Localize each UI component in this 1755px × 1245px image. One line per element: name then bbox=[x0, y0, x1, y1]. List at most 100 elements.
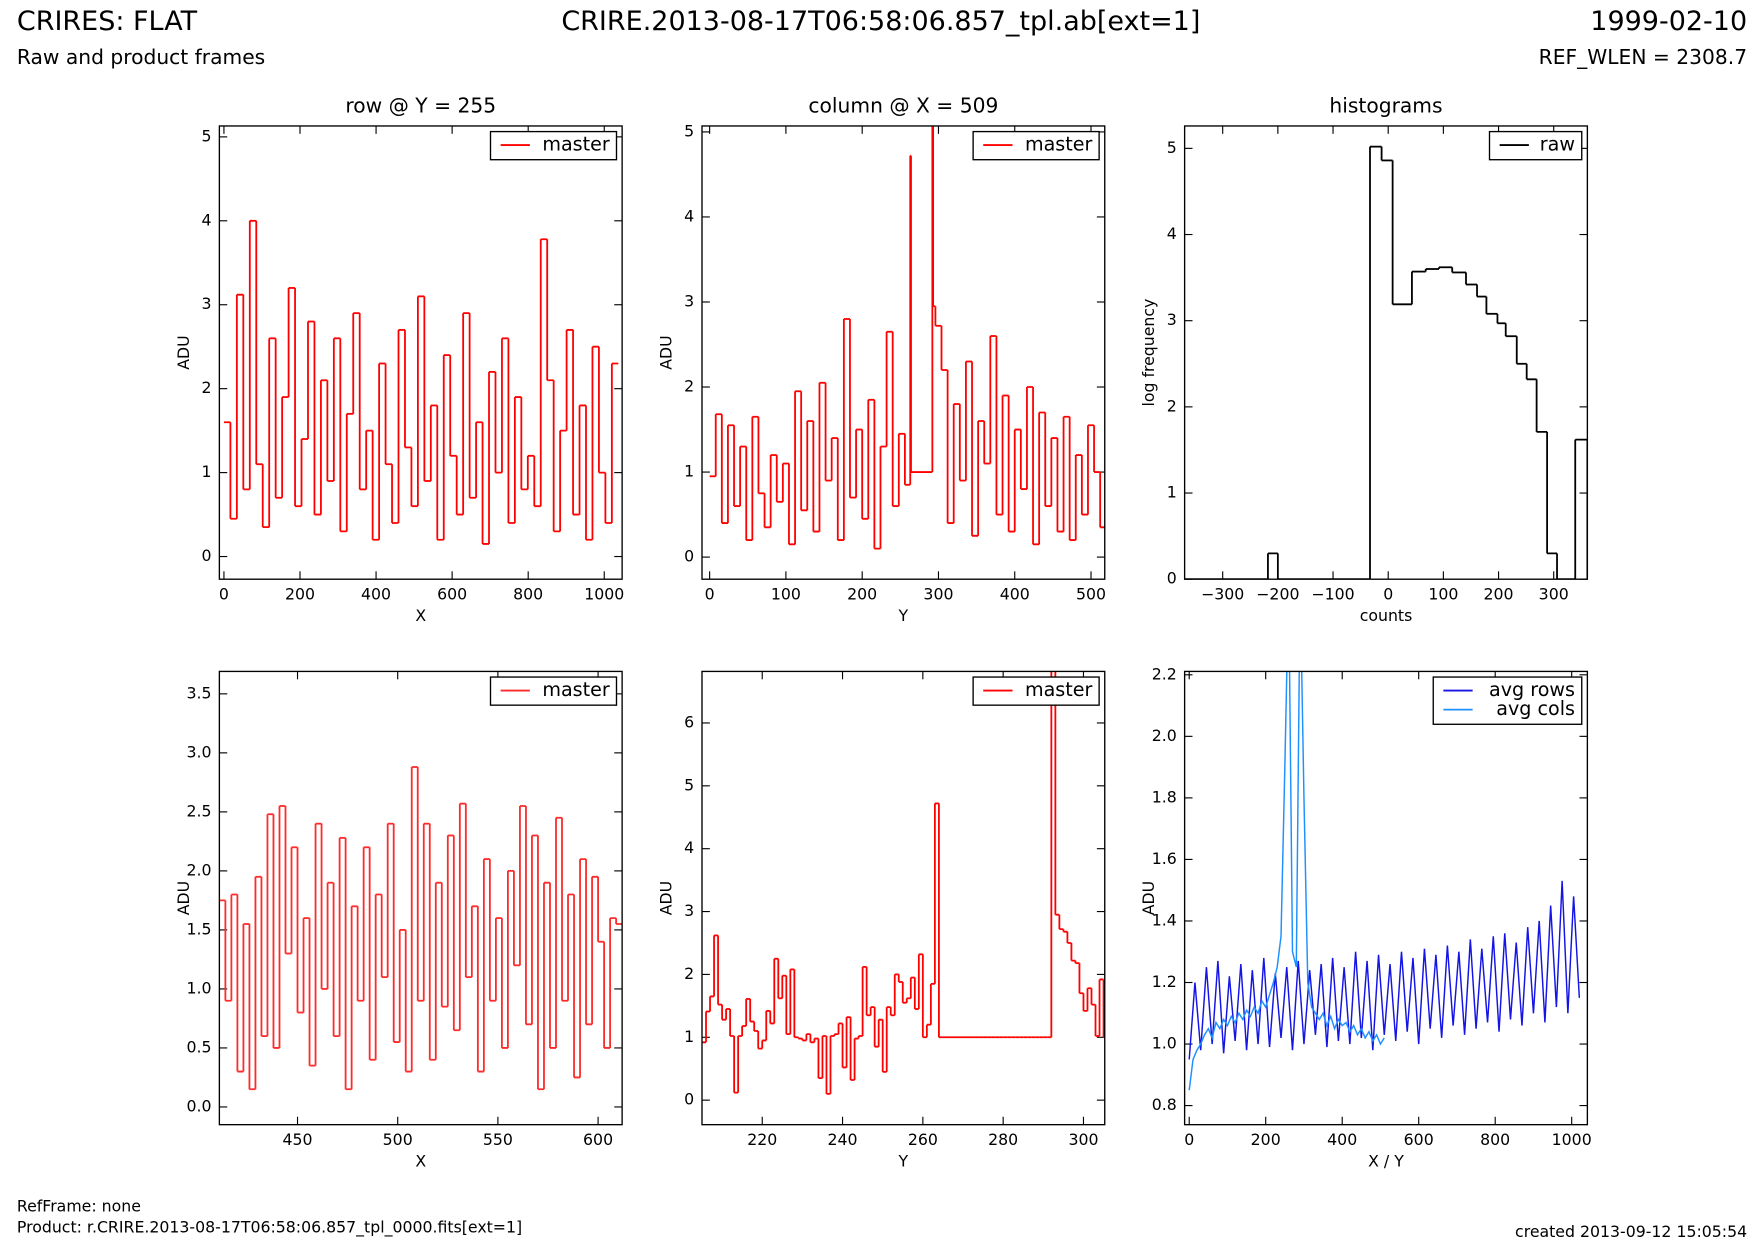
y-tick-label: 4 bbox=[201, 210, 211, 229]
y-tick-label: 3 bbox=[684, 901, 694, 920]
x-tick-label: 600 bbox=[437, 584, 467, 603]
y-tick-label: 0 bbox=[684, 547, 694, 566]
x-tick-label: −100 bbox=[1311, 584, 1354, 603]
y-tick-label: 2.5 bbox=[186, 801, 211, 820]
x-tick-label: 200 bbox=[847, 584, 877, 603]
x-tick-label: 450 bbox=[282, 1130, 312, 1149]
plot-area bbox=[223, 219, 619, 545]
x-axis-label: X bbox=[415, 606, 426, 625]
y-tick-label: 3 bbox=[684, 291, 694, 310]
line bbox=[1188, 671, 1385, 1091]
created: created 2013-09-12 15:05:54 bbox=[1515, 1222, 1747, 1241]
legend-label: master bbox=[542, 133, 610, 156]
file-name: CRIRE.2013-08-17T06:58:06.857_tpl.ab[ext… bbox=[561, 6, 1200, 37]
x-axis-label: X bbox=[415, 1151, 426, 1170]
y-tick-label: 2 bbox=[684, 964, 694, 983]
legend-label: master bbox=[1025, 678, 1093, 701]
y-tick-label: 3.5 bbox=[186, 683, 211, 702]
y-tick-label: 2.0 bbox=[186, 860, 211, 879]
x-tick-label: 400 bbox=[361, 584, 391, 603]
legend-label: raw bbox=[1540, 133, 1575, 156]
y-tick-label: 4 bbox=[684, 838, 694, 857]
page-subtitle: Raw and product frames bbox=[17, 45, 265, 69]
y-tick-label: 2 bbox=[1167, 396, 1177, 415]
legend-label: avg rows bbox=[1489, 678, 1575, 701]
y-tick-label: 0.5 bbox=[186, 1037, 211, 1056]
x-tick-label: 1000 bbox=[1552, 1130, 1592, 1149]
y-tick-label: 0 bbox=[684, 1090, 694, 1109]
y-tick-label: 0 bbox=[1167, 569, 1177, 588]
plot-area bbox=[702, 671, 1105, 1095]
legend-label: master bbox=[1025, 133, 1093, 156]
panel: histograms counts log frequency −300 −200 −10… bbox=[1139, 93, 1589, 625]
y-tick-label: 2 bbox=[201, 378, 211, 397]
date: 1999-02-10 bbox=[1590, 6, 1747, 37]
y-tick-label: 4 bbox=[684, 206, 694, 225]
y-axis-label: ADU bbox=[174, 881, 193, 915]
x-tick-label: 200 bbox=[285, 584, 315, 603]
y-tick-label: 5 bbox=[684, 121, 694, 140]
y-tick-label: 2 bbox=[684, 377, 694, 396]
y-axis-label: ADU bbox=[1139, 881, 1158, 915]
y-tick-label: 3 bbox=[201, 294, 211, 313]
axes-frame bbox=[701, 670, 1106, 1126]
x-tick-label: 0 bbox=[705, 584, 715, 603]
legend-box bbox=[1432, 676, 1583, 725]
x-tick-label: 800 bbox=[513, 584, 543, 603]
y-tick-label: 1 bbox=[684, 1027, 694, 1046]
x-tick-label: 600 bbox=[583, 1130, 613, 1149]
line bbox=[1188, 880, 1581, 1060]
panel-title: histograms bbox=[1329, 93, 1442, 117]
y-tick-label: 1.4 bbox=[1152, 910, 1177, 929]
y-tick-label: 1.6 bbox=[1152, 849, 1177, 868]
y-tick-label: 5 bbox=[684, 775, 694, 794]
x-tick-label: 0 bbox=[1383, 584, 1393, 603]
y-tick-label: 0 bbox=[201, 546, 211, 565]
x-tick-label: 100 bbox=[1428, 584, 1458, 603]
x-tick-label: 220 bbox=[747, 1130, 777, 1149]
x-tick-label: 400 bbox=[1000, 584, 1030, 603]
x-axis-label: counts bbox=[1360, 606, 1413, 625]
panel: X ADU 450 500 550 600 0.0 0.5 1.0 1.5 2.0 2.5 3.0 3.5… bbox=[174, 670, 623, 1170]
x-tick-label: 800 bbox=[1480, 1130, 1510, 1149]
x-tick-label: 0 bbox=[1184, 1130, 1194, 1149]
x-tick-label: 550 bbox=[483, 1130, 513, 1149]
y-tick-label: 1.0 bbox=[1152, 1034, 1177, 1053]
x-tick-label: 200 bbox=[1251, 1130, 1281, 1149]
y-tick-label: 2.2 bbox=[1152, 664, 1177, 683]
y-tick-label: 3.0 bbox=[186, 742, 211, 761]
panel: column @ X = 509 Y ADU 0 100 200 300 400 500 0 1 2 3… bbox=[657, 93, 1106, 624]
y-tick-label: 1.2 bbox=[1152, 972, 1177, 991]
x-tick-label: 300 bbox=[1539, 584, 1569, 603]
y-tick-label: 2.0 bbox=[1152, 726, 1177, 745]
panel: X / Y ADU 0 200 400 600 800 1000 0.8 1.0 1.2 1.4 1.6… bbox=[1139, 664, 1592, 1170]
page-title: CRIRES: FLAT bbox=[17, 6, 198, 37]
y-tick-label: 1.5 bbox=[186, 919, 211, 938]
legend-label: avg cols bbox=[1496, 697, 1575, 720]
x-tick-label: 500 bbox=[383, 1130, 413, 1149]
x-tick-label: 0 bbox=[219, 584, 229, 603]
panel-title: column @ X = 509 bbox=[808, 93, 998, 117]
y-tick-label: 0.0 bbox=[186, 1096, 211, 1115]
plot-area bbox=[1188, 671, 1581, 1091]
panel: Y ADU 220 240 260 280 300 0 1 2 3 4 5 6 master bbox=[657, 670, 1106, 1170]
x-tick-label: −200 bbox=[1256, 584, 1299, 603]
y-tick-label: 5 bbox=[201, 126, 211, 145]
y-axis-label: ADU bbox=[657, 335, 676, 369]
plot-area bbox=[1184, 145, 1588, 580]
y-tick-label: 1 bbox=[1167, 483, 1177, 502]
x-tick-label: 600 bbox=[1404, 1130, 1434, 1149]
y-tick-label: 3 bbox=[1167, 310, 1177, 329]
plot-area bbox=[709, 125, 1105, 550]
panel-title: row @ Y = 255 bbox=[345, 93, 496, 117]
x-tick-label: 1000 bbox=[584, 584, 624, 603]
y-tick-label: 5 bbox=[1167, 138, 1177, 157]
axes-frame bbox=[701, 125, 1106, 580]
x-axis-label: Y bbox=[898, 1151, 909, 1170]
y-tick-label: 1 bbox=[201, 462, 211, 481]
x-tick-label: 240 bbox=[828, 1130, 858, 1149]
ref-wlen: REF_WLEN = 2308.7 bbox=[1539, 45, 1747, 69]
x-tick-label: 300 bbox=[923, 584, 953, 603]
